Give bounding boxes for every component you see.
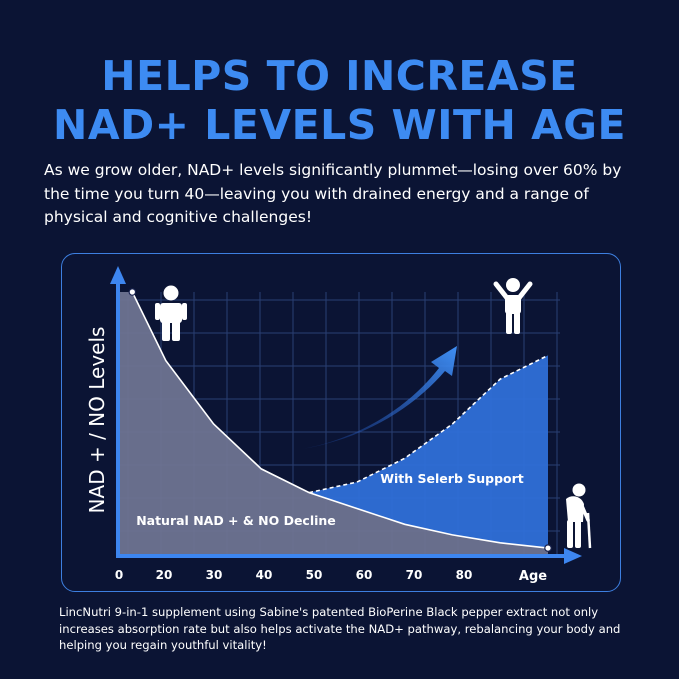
x-axis-label: Age — [519, 569, 547, 584]
series-area-natural — [118, 292, 548, 556]
standing-person-icon — [155, 285, 187, 341]
x-tick-label: 30 — [206, 568, 223, 582]
x-tick-label: 0 — [115, 568, 123, 582]
chart-axes — [110, 266, 582, 564]
title-line-2: NAD+ LEVELS WITH AGE — [53, 101, 626, 149]
elderly-person-with-cane-icon — [566, 483, 592, 549]
upward-arrow-icon — [302, 346, 457, 449]
x-tick-label: 80 — [456, 568, 473, 582]
arms-raised-person-icon — [493, 278, 533, 334]
series-label-natural: Natural NAD + & NO Decline — [136, 513, 336, 528]
y-axis-arrowhead — [110, 266, 126, 284]
x-tick-label: 50 — [306, 568, 323, 582]
series-end-point — [544, 544, 552, 552]
x-tick-label: 40 — [256, 568, 273, 582]
title-line-1: HELPS TO INCREASE — [101, 52, 578, 100]
intro-paragraph: As we grow older, NAD+ levels significan… — [44, 161, 622, 226]
series-start-point — [128, 288, 137, 296]
x-tick-label: 70 — [406, 568, 423, 582]
x-tick-label: 60 — [356, 568, 373, 582]
series-label-support: With Selerb Support — [380, 471, 524, 486]
chart-frame — [61, 253, 621, 592]
x-tick-label: 20 — [156, 568, 173, 582]
series-line-natural — [131, 291, 549, 549]
series-area-support — [309, 355, 548, 549]
page-title: HELPS TO INCREASE NAD+ LEVELS WITH AGE — [0, 52, 679, 150]
footer-paragraph: LincNutri 9-in-1 supplement using Sabine… — [59, 605, 621, 653]
y-axis-label: NAD + / NO Levels — [85, 327, 109, 514]
x-axis-arrowhead — [564, 548, 582, 564]
